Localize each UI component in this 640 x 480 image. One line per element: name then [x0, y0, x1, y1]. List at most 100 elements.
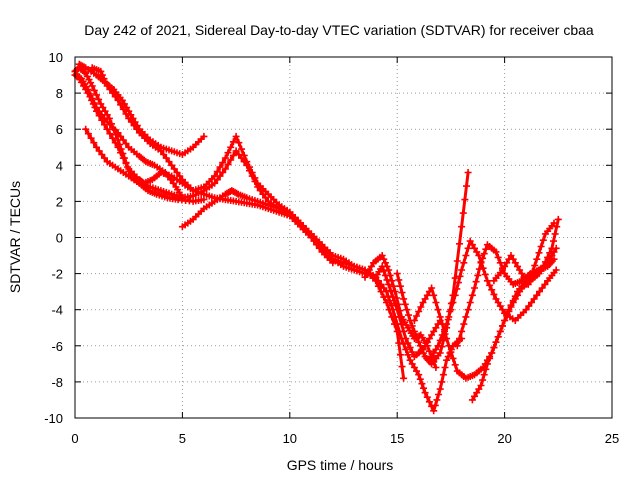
x-tick-label: 10 — [283, 431, 297, 446]
data-point — [103, 111, 111, 119]
data-point — [93, 107, 100, 115]
data-point — [219, 159, 227, 167]
data-point — [475, 385, 483, 393]
data-point — [363, 270, 371, 278]
data-point — [441, 364, 449, 371]
data-point — [445, 342, 453, 350]
data-point — [103, 125, 111, 133]
data-point — [405, 311, 412, 319]
data-point — [434, 342, 442, 350]
data-point — [398, 289, 406, 297]
data-point — [125, 114, 133, 122]
data-point — [380, 255, 388, 263]
data-point — [229, 138, 237, 146]
data-point — [133, 125, 141, 133]
data-point — [221, 154, 229, 162]
data-point — [425, 347, 433, 355]
data-point — [99, 104, 107, 111]
data-point — [117, 132, 125, 140]
data-point — [90, 86, 98, 94]
data-point — [496, 259, 504, 267]
axis-ticks — [74, 56, 613, 419]
data-point — [408, 322, 416, 330]
data-point — [381, 259, 389, 267]
data-point — [385, 266, 393, 274]
data-point — [453, 342, 461, 350]
data-point — [401, 300, 409, 308]
data-point — [528, 299, 535, 306]
x-tick-label: 15 — [390, 431, 404, 446]
data-point — [415, 371, 423, 379]
data-point — [396, 307, 404, 315]
data-point — [95, 147, 103, 155]
data-point — [428, 331, 436, 339]
data-point — [235, 139, 243, 147]
data-point — [445, 313, 453, 321]
data-point — [438, 331, 446, 339]
data-point — [95, 95, 103, 103]
data-point — [117, 101, 125, 109]
data-point — [386, 271, 394, 279]
data-point — [468, 396, 476, 404]
data-point — [536, 288, 543, 296]
data-point — [537, 243, 545, 250]
data-point — [157, 147, 165, 155]
data-point — [160, 151, 168, 158]
x-tick-label: 5 — [179, 431, 186, 446]
data-point — [387, 287, 395, 295]
data-point — [475, 252, 483, 259]
data-point — [524, 280, 532, 288]
data-point — [415, 338, 423, 346]
data-point — [552, 266, 560, 274]
data-point — [492, 295, 500, 303]
data-point — [425, 288, 433, 296]
data-point — [122, 160, 130, 167]
y-tick-label: -6 — [51, 339, 63, 354]
data-point — [400, 295, 408, 303]
data-point — [211, 179, 219, 187]
data-point — [122, 140, 130, 148]
data-point — [494, 253, 502, 261]
data-point — [417, 303, 425, 311]
data-point — [238, 145, 245, 153]
data-point — [435, 391, 442, 398]
data-point — [173, 169, 181, 176]
data-point — [458, 327, 466, 335]
data-point — [114, 96, 122, 104]
series-line — [84, 127, 406, 380]
data-point — [431, 401, 439, 409]
data-point — [127, 111, 135, 119]
data-point — [460, 320, 468, 328]
data-point — [423, 393, 431, 401]
data-point — [421, 295, 429, 303]
data-point — [550, 255, 558, 263]
data-point — [393, 270, 401, 278]
data-point — [482, 245, 490, 253]
data-point — [443, 356, 451, 364]
data-point — [488, 286, 496, 294]
data-point — [413, 312, 420, 320]
data-point — [110, 125, 118, 133]
data-point — [509, 299, 517, 306]
data-point — [477, 258, 485, 266]
y-tick-label: -4 — [51, 303, 63, 318]
data-point — [423, 342, 431, 350]
data-point — [165, 158, 173, 166]
data-point — [533, 291, 541, 299]
data-point — [262, 194, 270, 202]
data-point — [391, 288, 399, 296]
data-point — [388, 277, 396, 285]
data-point — [111, 139, 119, 147]
data-point — [84, 89, 92, 97]
data-point — [329, 259, 337, 267]
data-point — [496, 302, 504, 310]
data-point — [538, 284, 546, 292]
x-tick-label: 0 — [71, 431, 78, 446]
data-point — [479, 264, 487, 272]
data-point — [430, 407, 438, 415]
data-point — [472, 278, 480, 286]
data-point — [169, 179, 177, 187]
data-point — [514, 262, 521, 270]
data-point — [232, 147, 240, 155]
